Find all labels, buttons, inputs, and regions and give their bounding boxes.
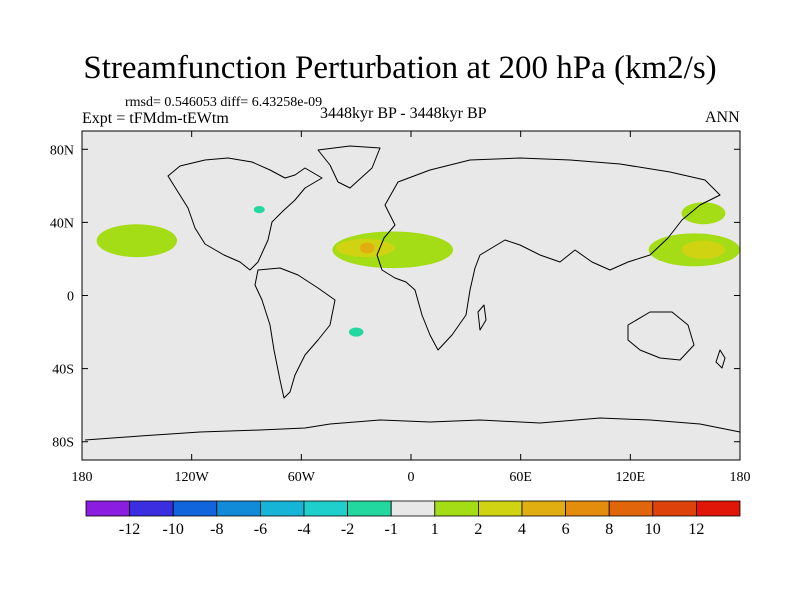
x-tick-label: 0 <box>408 470 415 485</box>
y-tick-label: 80N <box>50 143 74 158</box>
y-tick-label: 40S <box>52 363 74 378</box>
map-background <box>82 131 740 460</box>
colorbar <box>85 500 741 517</box>
colorbar-label: 8 <box>605 521 613 538</box>
coast-australia <box>627 311 695 361</box>
colorbar-label: -1 <box>385 521 398 538</box>
colorbar-swatch <box>477 500 523 517</box>
colorbar-swatch <box>129 500 174 517</box>
colorbar-swatch <box>696 500 741 517</box>
y-tick-label: 80S <box>52 436 74 451</box>
colorbar-swatch <box>608 500 654 517</box>
great-lakes-anomaly <box>253 205 265 214</box>
y-tick-label: 40N <box>50 216 74 231</box>
colorbar-label: 12 <box>688 521 704 538</box>
colorbar-label: -4 <box>297 521 310 538</box>
coast-greenland <box>317 145 381 189</box>
colorbar-swatch <box>434 500 479 517</box>
colorbar-swatch <box>172 500 218 517</box>
colorbar-swatch <box>259 500 305 517</box>
colorbar-label: -2 <box>341 521 354 538</box>
x-tick-label: 180 <box>730 470 751 485</box>
colorbar-label: -6 <box>254 521 267 538</box>
axis-ticks <box>81 131 741 460</box>
colorbar-swatch <box>565 500 610 517</box>
coast-new-zealand <box>715 349 726 369</box>
coast-eurasia-africa <box>376 157 721 351</box>
coast-north-america <box>167 157 323 271</box>
x-tick-label: 120W <box>175 470 210 485</box>
colorbar-label: -12 <box>119 521 140 538</box>
x-tick-label: 120E <box>616 470 646 485</box>
x-tick-label: 60W <box>288 470 316 485</box>
colorbar-swatch <box>347 500 392 517</box>
coastlines <box>84 145 741 441</box>
colorbar-swatch <box>216 500 261 517</box>
colorbar-swatch <box>85 500 130 517</box>
colorbar-swatch <box>521 500 566 517</box>
stats-text: rmsd= 0.546053 diff= 6.43258e-09 <box>125 95 323 110</box>
chart-title: Streamfunction Perturbation at 200 hPa (… <box>83 50 717 86</box>
coast-madagascar <box>477 304 487 331</box>
south-atlantic-anomaly <box>348 327 364 337</box>
coast-antarctica <box>84 417 741 441</box>
colorbar-label: 2 <box>474 521 482 538</box>
anomaly-regions <box>0 202 740 337</box>
north-pacific-west-anomaly <box>681 202 726 225</box>
x-tick-label: 180 <box>72 470 93 485</box>
colorbar-labels: -12 -10 -8 -6 -4 -2 -1 1 2 4 6 8 10 12 <box>119 521 704 538</box>
coast-south-america <box>254 267 336 399</box>
colorbar-label: 10 <box>645 521 661 538</box>
colorbar-label: 6 <box>562 521 570 538</box>
axis-tick-labels: 180 120W 60W 0 60E 120E 180 80N 40N 0 40S 80S <box>50 143 751 485</box>
colorbar-swatch <box>652 500 697 517</box>
colorbar-swatch <box>390 500 436 517</box>
y-tick-label: 0 <box>67 290 74 305</box>
experiment-label: Expt = tFMdm-tEWtm <box>82 110 229 127</box>
colorbar-swatch <box>303 500 348 517</box>
atlantic-africa-center <box>359 242 375 254</box>
colorbar-label: 1 <box>431 521 439 538</box>
season-label: ANN <box>705 109 740 126</box>
west-pacific-anomaly-wrap <box>0 233 82 266</box>
x-tick-label: 60E <box>509 470 532 485</box>
west-pacific-core <box>681 240 726 259</box>
colorbar-label: 4 <box>518 521 526 538</box>
colorbar-label: -10 <box>163 521 184 538</box>
colorbar-label: -8 <box>210 521 223 538</box>
period-label: 3448kyr BP - 3448kyr BP <box>320 105 487 122</box>
northeast-pacific-anomaly <box>96 224 178 258</box>
